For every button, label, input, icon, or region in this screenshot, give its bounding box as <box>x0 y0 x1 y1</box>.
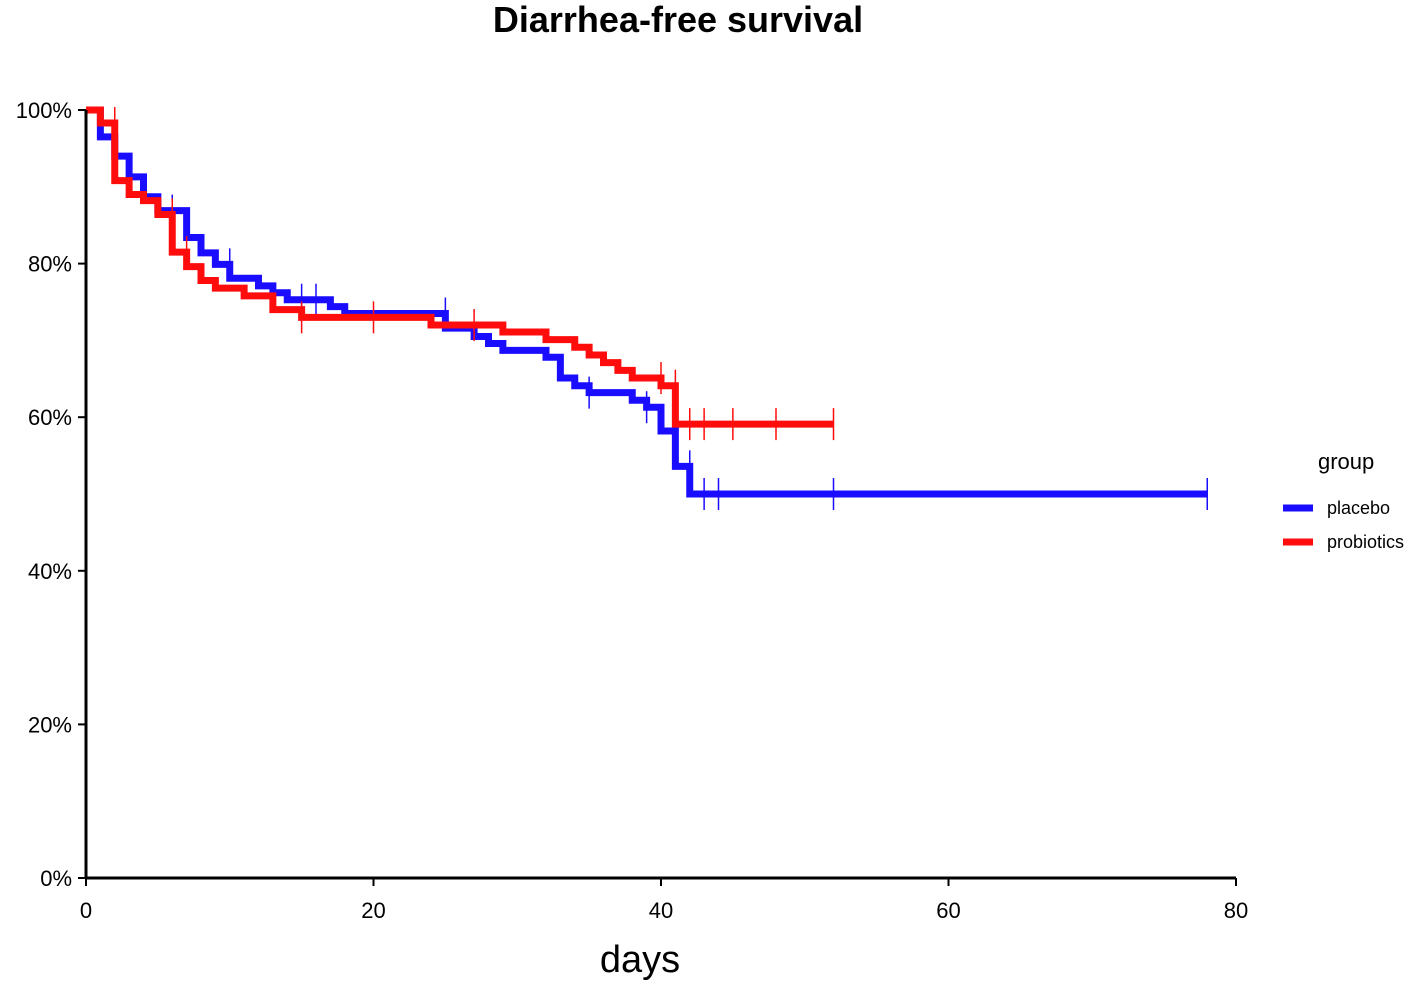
y-axis-ticks: 0% 20% 40% 60% 80% 100% <box>16 98 86 891</box>
series-line-probiotics <box>86 106 834 428</box>
series-line-placebo <box>86 106 1208 498</box>
y-tick-label: 0% <box>40 866 72 891</box>
legend-label-probiotics: probiotics <box>1327 532 1404 552</box>
x-tick-label: 80 <box>1224 898 1248 923</box>
y-tick-label: 100% <box>16 98 72 123</box>
y-tick-label: 20% <box>28 712 72 737</box>
legend-items: placebo probiotics <box>1283 498 1404 552</box>
x-tick-label: 0 <box>80 898 92 923</box>
x-tick-label: 60 <box>936 898 960 923</box>
legend-title: group <box>1318 449 1374 474</box>
chart-title: Diarrhea-free survival <box>493 0 863 40</box>
series-layer <box>86 106 1208 510</box>
legend: group placebo probiotics <box>1283 449 1404 552</box>
x-axis-ticks: 0 20 40 60 80 <box>80 878 1248 923</box>
y-tick-label: 40% <box>28 559 72 584</box>
y-tick-label: 80% <box>28 252 72 277</box>
y-tick-label: 60% <box>28 405 72 430</box>
series-probiotics <box>86 106 835 441</box>
series-placebo <box>86 106 1208 510</box>
x-tick-label: 20 <box>361 898 385 923</box>
legend-label-placebo: placebo <box>1327 498 1390 518</box>
x-tick-label: 40 <box>649 898 673 923</box>
x-axis-label: days <box>600 939 680 981</box>
